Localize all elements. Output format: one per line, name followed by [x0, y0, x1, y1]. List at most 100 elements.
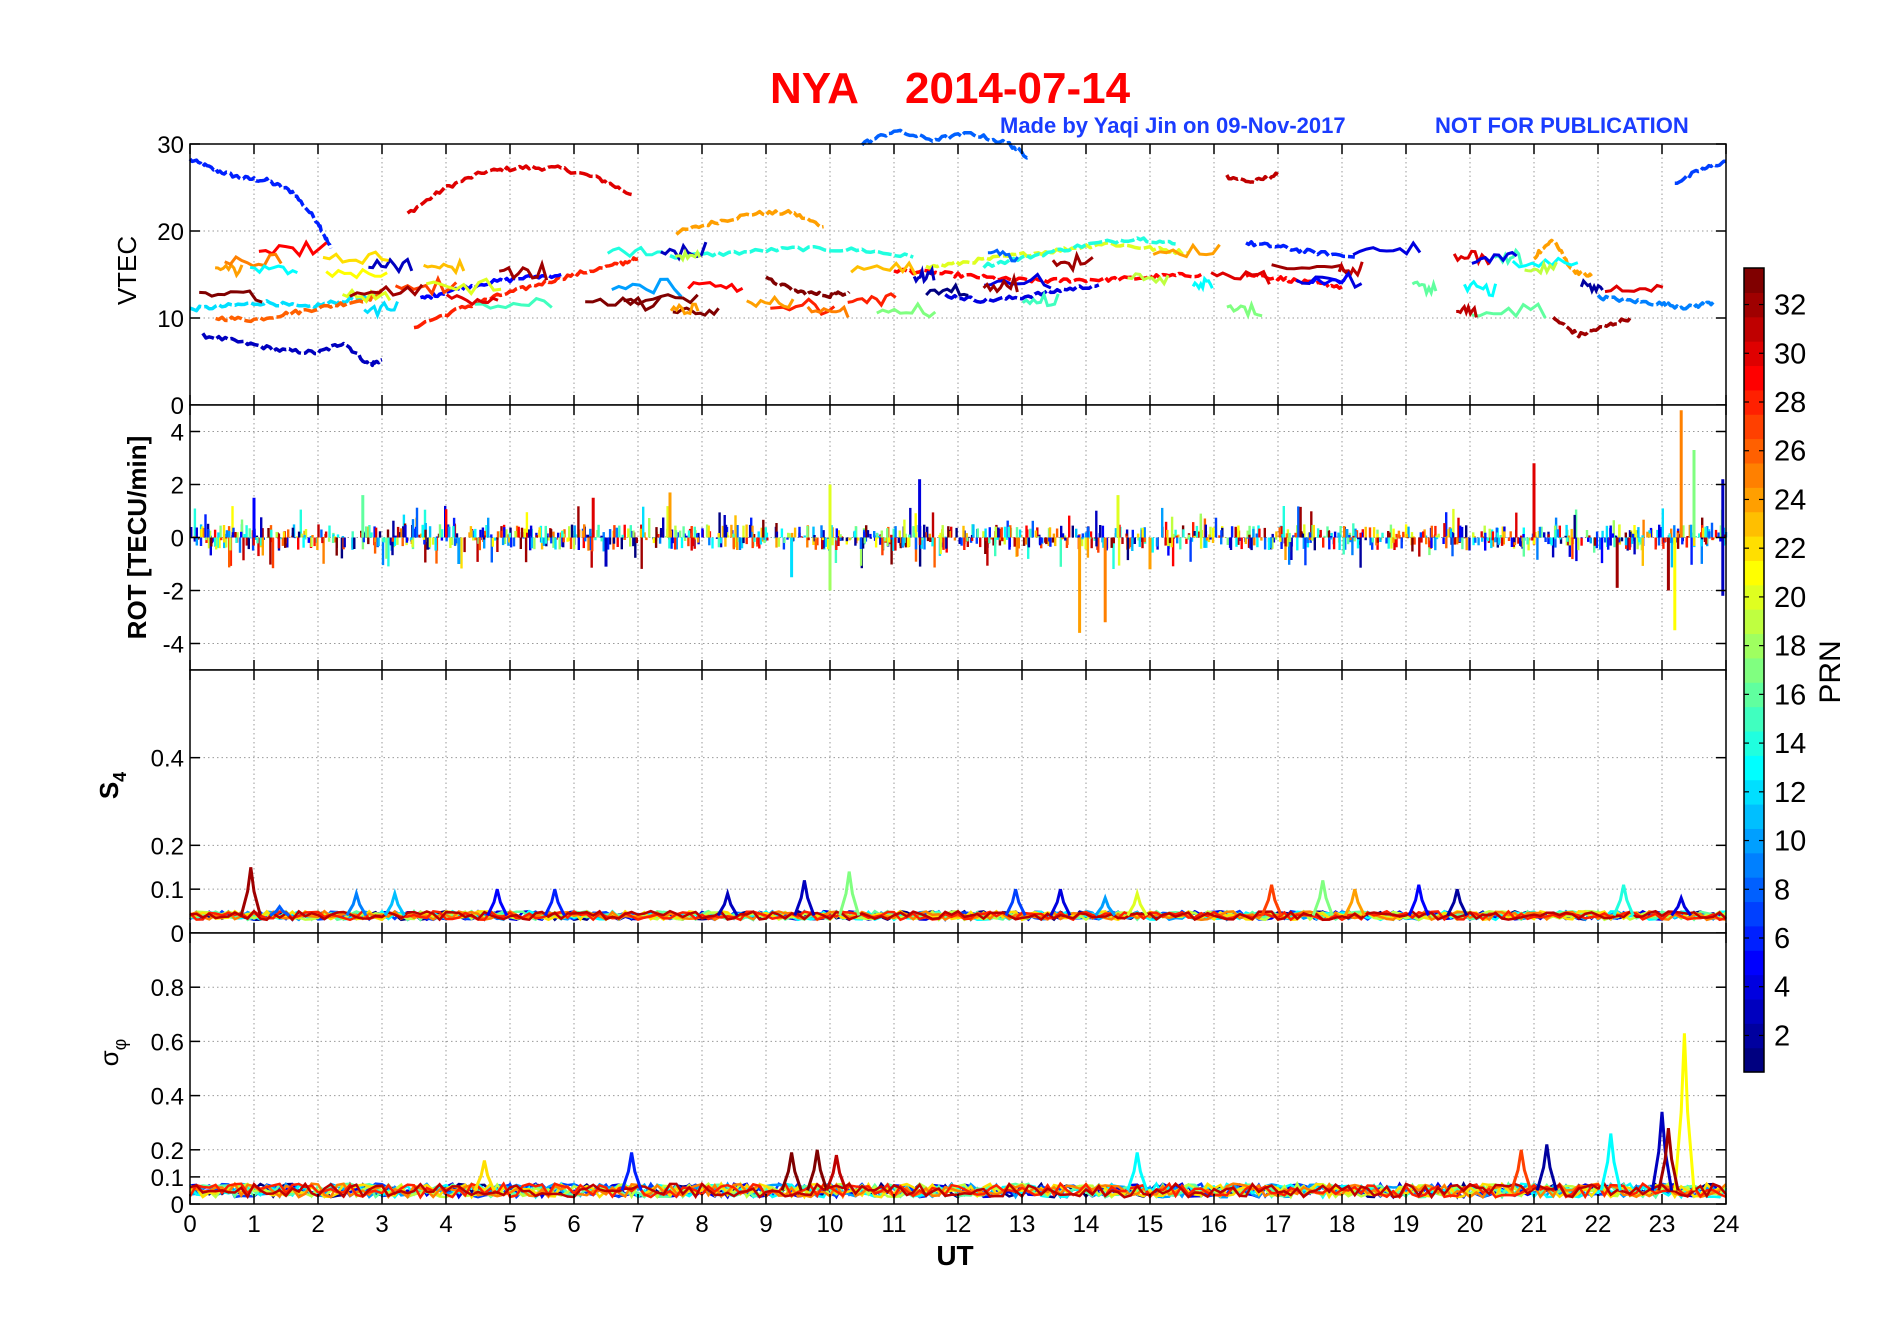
x-tick-label: 2: [311, 1211, 324, 1238]
colorbar-tick-label: 6: [1774, 923, 1790, 955]
x-tick-label: 14: [1073, 1211, 1100, 1238]
x-tick-label: 13: [1009, 1211, 1036, 1238]
vtec-arc: [258, 239, 328, 259]
colorbar-cell-prn-12: [1744, 779, 1764, 805]
colorbar-frame: [1743, 267, 1765, 1073]
vtec-arc: [363, 300, 399, 320]
colorbar-tick-label: 10: [1774, 826, 1806, 858]
peak-prn-21: [1673, 1033, 1696, 1191]
colorbar-tick-label: 18: [1774, 631, 1806, 663]
vtec-arc: [987, 248, 1019, 263]
y-tick-label: 0: [171, 526, 184, 553]
colorbar-cell-prn-29: [1744, 365, 1764, 391]
colorbar-cell-prn-25: [1744, 462, 1764, 488]
y-tick-label: 2: [171, 473, 184, 500]
x-tick-label: 16: [1201, 1211, 1228, 1238]
peak-prn-27: [1510, 1149, 1533, 1191]
vtec-arc: [349, 283, 424, 298]
vtec-arc: [341, 288, 392, 304]
colorbar-cell-prn-3: [1744, 998, 1764, 1024]
colorbar-cell-prn-23: [1744, 511, 1764, 537]
y-tick-label: 0: [171, 921, 184, 948]
vtec-series-prn-14: [982, 236, 1176, 269]
peak-prn-33: [780, 1152, 803, 1191]
y-tick-label: 0.1: [151, 1165, 184, 1192]
data-layer: [189, 410, 1728, 633]
peak-prn-33: [806, 1149, 829, 1191]
vtec-arc: [1226, 300, 1263, 320]
peak-prn-31: [825, 1154, 848, 1192]
peak-prn-4: [1670, 893, 1693, 917]
peak-prn-4: [1049, 888, 1072, 917]
vtec-arc: [1152, 242, 1221, 259]
vtec-arc: [850, 260, 917, 276]
peak-prn-32: [239, 867, 262, 916]
colorbar-tick-label: 14: [1774, 728, 1806, 760]
peak-prn-3: [793, 880, 816, 917]
colorbar-tick-label: 28: [1774, 387, 1806, 419]
colorbar-cell-prn-27: [1744, 414, 1764, 440]
vtec-series-prn-28: [413, 256, 639, 330]
colorbar-tick-label: 12: [1774, 777, 1806, 809]
vtec-arc: [249, 264, 298, 276]
peak-prn-14: [1612, 884, 1635, 917]
y-axis-label-subscript: 4: [110, 772, 130, 782]
vtec-arc: [1471, 301, 1547, 319]
x-tick-label: 10: [817, 1211, 844, 1238]
peak-prn-2: [1446, 888, 1469, 917]
colorbar-tick-label: 8: [1774, 874, 1790, 906]
x-tick-label: 4: [439, 1211, 452, 1238]
vtec-arc: [611, 277, 683, 298]
x-tick-label: 15: [1137, 1211, 1164, 1238]
vtec-arc: [1471, 250, 1518, 265]
vtec-arc: [1452, 249, 1491, 267]
vtec-arc: [1463, 279, 1498, 298]
colorbar-cell-prn-15: [1744, 706, 1764, 732]
vtec-arc: [1308, 273, 1349, 286]
vtec-arc: [199, 289, 263, 304]
colorbar-tick-label: 30: [1774, 338, 1806, 370]
colorbar-cell-prn-13: [1744, 755, 1764, 781]
vtec-series-prn-33: [765, 275, 851, 300]
colorbar-tick-label: 20: [1774, 582, 1806, 614]
x-tick-label: 6: [567, 1211, 580, 1238]
vtec-series-prn-6: [1245, 240, 1355, 259]
vtec-arc: [325, 267, 388, 280]
vtec-arc: [585, 295, 662, 312]
colorbar-cell-prn-4: [1744, 974, 1764, 1000]
colorbar-cell-prn-2: [1744, 1023, 1764, 1049]
peak-prn-6: [620, 1152, 643, 1191]
credit-text: Made by Yaqi Jin on 09-Nov-2017: [1000, 113, 1346, 138]
x-tick-label: 0: [183, 1211, 196, 1238]
colorbar-tick-label: 4: [1774, 972, 1790, 1004]
y-axis-label: ROT [TECU/min]: [122, 436, 152, 640]
y-tick-label: -4: [163, 632, 184, 659]
vtec-arc: [1511, 256, 1579, 269]
x-tick-label: 20: [1457, 1211, 1484, 1238]
publication-notice: NOT FOR PUBLICATION: [1435, 113, 1689, 138]
vtec-arc: [498, 259, 549, 281]
vtec-series-prn-3: [201, 332, 383, 368]
x-tick-label: 3: [375, 1211, 388, 1238]
colorbar-tick-label: 2: [1774, 1020, 1790, 1052]
vtec-series-prn-26: [215, 288, 384, 324]
y-tick-label: 30: [157, 132, 184, 159]
vtec-arc: [474, 296, 553, 310]
colorbar-cell-prn-19: [1744, 609, 1764, 635]
y-tick-label: -2: [163, 579, 184, 606]
colorbar-cell-prn-22: [1744, 536, 1764, 561]
x-tick-labels: 0 1 2 3 4 5 6 7 8 9 10 11 12 13 14 15 16 17 18 19 20 21 22 23 24: [183, 1211, 1739, 1238]
vtec-arc: [1271, 263, 1349, 275]
vtec-arc: [806, 304, 850, 318]
vtec-arc: [982, 272, 1019, 294]
peak-prn-27: [1260, 884, 1283, 917]
x-axis-label: UT: [936, 1240, 973, 1271]
peak-prn-2: [1535, 1144, 1558, 1191]
x-tick-label: 23: [1649, 1211, 1676, 1238]
y-axis-label: S4: [94, 772, 130, 799]
peak-prn-3: [716, 888, 739, 917]
colorbar-cell-prn-11: [1744, 804, 1764, 829]
y-tick-label: 0.2: [151, 1138, 184, 1165]
